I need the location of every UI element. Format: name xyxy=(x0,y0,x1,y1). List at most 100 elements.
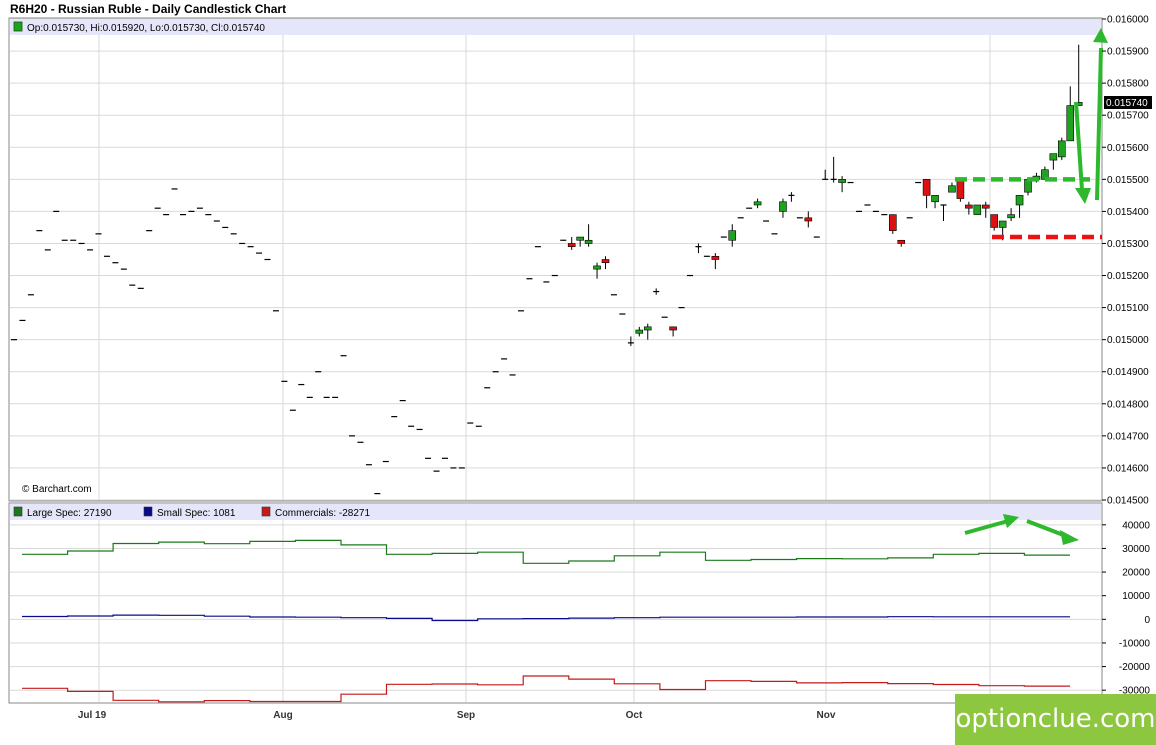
cot-axis-label: 0 xyxy=(1144,615,1150,626)
credit-text: © Barchart.com xyxy=(22,484,92,495)
candle-down xyxy=(601,259,610,264)
candle-down xyxy=(965,204,973,209)
candle-up xyxy=(643,326,652,331)
price-axis-label: 0.014500 xyxy=(1107,496,1149,507)
cot-axis-label: -10000 xyxy=(1119,638,1151,649)
cot-line-large-spec xyxy=(22,539,1070,564)
price-axis-label: 0.015200 xyxy=(1107,271,1149,282)
candle-up xyxy=(998,220,1007,228)
candle-up xyxy=(1007,214,1015,219)
candle-up xyxy=(931,195,939,203)
cot-line-small-spec xyxy=(22,614,1070,622)
cot-legend-label: Small Spec: 1081 xyxy=(157,508,236,519)
arrow-down-head xyxy=(1075,188,1091,204)
candle-up xyxy=(838,179,846,183)
candle-down xyxy=(669,326,677,331)
cot-line-commercials xyxy=(22,675,1070,703)
candle-up xyxy=(1058,140,1066,158)
candle-up xyxy=(635,329,644,334)
candle-up xyxy=(1066,105,1075,142)
cot-axis-label: -30000 xyxy=(1119,686,1151,697)
ohlc-legend: Op:0.015730, Hi:0.015920, Lo:0.015730, C… xyxy=(27,23,265,34)
candle-down xyxy=(956,179,965,199)
date-axis-label: Oct xyxy=(626,710,643,721)
candle-up xyxy=(1041,169,1049,180)
cot-axis-label: 40000 xyxy=(1122,520,1150,531)
cot-panel-frame xyxy=(8,502,1103,704)
cot-series xyxy=(22,539,1070,703)
candle-up xyxy=(1049,153,1058,161)
candle-down xyxy=(990,214,999,228)
cot-axis-label: 30000 xyxy=(1122,544,1150,555)
price-panel-frame xyxy=(8,17,1103,502)
candle-down xyxy=(922,179,931,196)
candle-down xyxy=(804,217,813,222)
price-axis-label: 0.015900 xyxy=(1107,47,1149,58)
cot-grid xyxy=(10,520,1101,702)
cot-legend-swatch xyxy=(261,506,271,517)
cot-arrow-down-head xyxy=(1060,530,1079,545)
candle-down xyxy=(567,243,576,247)
arrow-up-head xyxy=(1093,28,1108,43)
date-axis-label: Nov xyxy=(817,710,836,721)
price-axis-label: 0.015300 xyxy=(1107,239,1149,250)
cot-legend-label: Commercials: -28271 xyxy=(275,508,370,519)
last-price-label: 0.015740 xyxy=(1106,98,1148,109)
cot-arrow-up-shaft xyxy=(964,519,1009,535)
cot-legend-label: Large Spec: 27190 xyxy=(27,508,112,519)
cot-annotations xyxy=(964,514,1079,545)
price-axis-label: 0.014700 xyxy=(1107,431,1149,442)
price-axis-label: 0.014600 xyxy=(1107,463,1149,474)
cot-legend: Large Spec: 27190 Small Spec: 1081 Commerc… xyxy=(13,506,370,519)
arrow-up-shaft xyxy=(1095,47,1103,201)
cot-arrow-up-head xyxy=(1003,514,1019,528)
cot-legend-band xyxy=(10,504,1101,520)
candle-down xyxy=(888,214,897,231)
candle-down xyxy=(981,204,990,209)
date-axis-label: Aug xyxy=(273,710,292,721)
candlestick-series xyxy=(11,44,1083,495)
date-axis-label: Jul 19 xyxy=(78,710,107,721)
chart-annotations xyxy=(955,28,1108,240)
arrow-down-shaft xyxy=(1074,101,1084,191)
date-axis: Jul 19 Aug Sep Oct Nov xyxy=(78,710,836,721)
price-axis-label: 0.014900 xyxy=(1107,367,1149,378)
candle-up xyxy=(1015,195,1024,206)
price-panel: Op:0.015730, Hi:0.015920, Lo:0.015730, C… xyxy=(8,15,1152,507)
candle-up xyxy=(728,230,737,241)
last-price-marker: 0.015740 xyxy=(1104,96,1152,109)
price-axis: 0.016000 0.015900 0.015800 0.015700 0.015600… xyxy=(1102,15,1149,507)
cot-axis-label: -20000 xyxy=(1119,662,1151,673)
candle-up xyxy=(973,204,982,215)
price-axis-label: 0.015600 xyxy=(1107,143,1149,154)
price-axis-label: 0.015100 xyxy=(1107,303,1149,314)
cot-axis-label: 10000 xyxy=(1122,591,1150,602)
candle-up xyxy=(584,239,593,244)
cot-arrow-down-shaft xyxy=(1026,519,1067,538)
candle-down xyxy=(711,255,720,260)
price-axis-label: 0.015000 xyxy=(1107,335,1149,346)
up-candle-swatch xyxy=(13,21,23,32)
price-axis-label: 0.016000 xyxy=(1107,15,1149,26)
candle-up xyxy=(593,265,601,270)
watermark-logo: optionclue.com xyxy=(955,694,1156,745)
price-axis-label: 0.015800 xyxy=(1107,79,1149,90)
cot-axis: 40000 30000 20000 10000 0 -10000 -20000 -30000 xyxy=(1102,520,1151,697)
candle-up xyxy=(948,185,956,193)
ohlc-legend-band xyxy=(10,19,1101,35)
price-axis-label: 0.015500 xyxy=(1107,175,1149,186)
candle-up xyxy=(753,201,762,206)
cot-legend-swatch xyxy=(143,506,153,517)
price-axis-label: 0.014800 xyxy=(1107,399,1149,410)
last-price-box xyxy=(1104,96,1152,109)
candle-up xyxy=(779,201,787,212)
date-axis-label: Sep xyxy=(457,710,475,721)
chart-title: R6H20 - Russian Ruble - Daily Candlestic… xyxy=(10,2,287,16)
price-axis-label: 0.015400 xyxy=(1107,207,1149,218)
cot-panel: Large Spec: 27190 Small Spec: 1081 Commerc… xyxy=(8,502,1151,704)
cot-legend-swatch xyxy=(13,506,23,517)
price-axis-label: 0.015700 xyxy=(1107,111,1149,122)
candle-up xyxy=(576,236,584,241)
candle-down xyxy=(897,239,906,244)
